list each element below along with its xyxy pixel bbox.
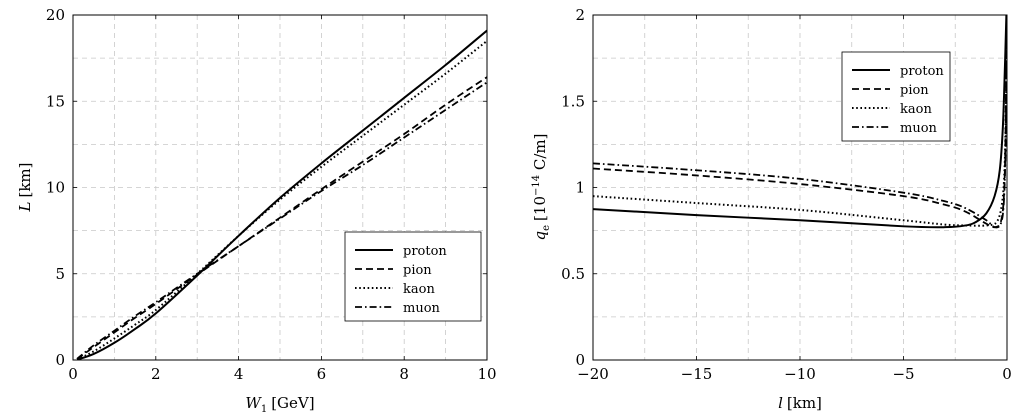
- right-x-tick-label: −5: [892, 365, 914, 383]
- right-x-tick-label: 0: [1002, 365, 1011, 383]
- left-series-pion: [76, 76, 487, 360]
- left-y-tick-label: 10: [46, 179, 65, 197]
- left-chart: 0 2 4 6 8 10 0 5 10 15 20 W1 [GeV] L[km] proton pion…: [16, 6, 497, 415]
- right-chart: −20 −15 −10 −5 0 0 0.5 1 1.5 2 l [km] qe[10−14 C/m…: [531, 6, 1011, 412]
- left-x-tick-label: 2: [151, 365, 161, 383]
- right-x-tick-label: −10: [784, 365, 816, 383]
- left-legend-label-pion: pion: [403, 263, 432, 278]
- right-legend: proton pion kaon muon: [841, 51, 951, 142]
- left-legend: proton pion kaon muon: [344, 231, 482, 322]
- right-legend-label-kaon: kaon: [900, 102, 932, 117]
- left-legend-label-kaon: kaon: [403, 282, 435, 297]
- right-y-axis-label: qe[10−14 C/m]: [531, 134, 552, 241]
- left-legend-box: [344, 231, 482, 322]
- right-y-tick-label: 0.5: [561, 265, 585, 283]
- left-y-tick-label: 0: [55, 351, 65, 369]
- left-series-kaon: [76, 40, 487, 360]
- right-y-tick-label: 1.5: [561, 92, 585, 110]
- left-y-tick-label: 15: [46, 92, 65, 110]
- left-y-tick-label: 20: [46, 6, 65, 24]
- right-legend-box: [841, 51, 951, 142]
- right-legend-label-pion: pion: [900, 83, 929, 98]
- left-series-proton: [76, 29, 487, 360]
- left-legend-label-proton: proton: [403, 244, 447, 259]
- left-x-tick-label: 8: [399, 365, 409, 383]
- right-series-proton: [593, 15, 1007, 229]
- right-y-tick-label: 0: [575, 351, 585, 369]
- left-series-muon: [76, 81, 487, 360]
- left-x-tick-label: 6: [317, 365, 327, 383]
- right-x-tick-label: −20: [577, 365, 609, 383]
- right-x-tick-label: −15: [681, 365, 713, 383]
- left-y-tick-label: 5: [55, 265, 65, 283]
- left-x-axis-label: W1 [GeV]: [245, 394, 314, 415]
- right-y-tick-label: 2: [575, 6, 585, 24]
- left-x-tick-label: 4: [234, 365, 244, 383]
- left-x-tick-label: 0: [68, 365, 78, 383]
- right-legend-label-proton: proton: [900, 64, 944, 79]
- left-y-axis-label: L[km]: [16, 163, 34, 213]
- right-legend-label-muon: muon: [900, 121, 938, 136]
- right-y-tick-label: 1: [575, 179, 585, 197]
- right-x-axis-label: l [km]: [778, 394, 822, 412]
- left-legend-label-muon: muon: [403, 301, 441, 316]
- left-x-tick-label: 10: [477, 365, 496, 383]
